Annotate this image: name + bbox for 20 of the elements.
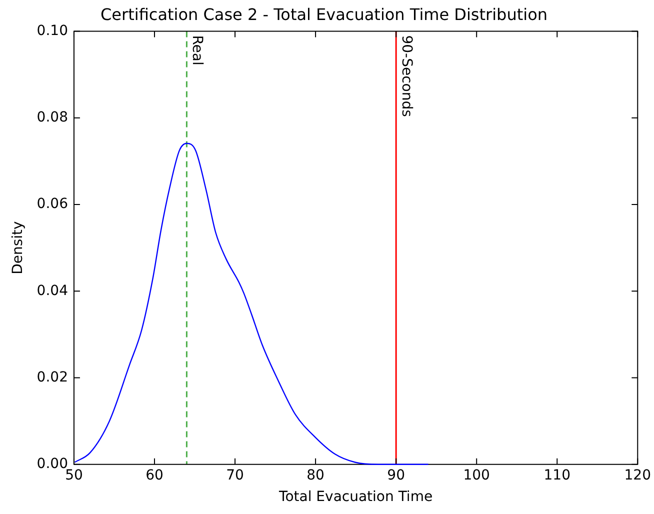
x-tick-label: 90 <box>387 467 405 484</box>
y-tick-label: 0.00 <box>36 456 68 472</box>
x-tick-label: 50 <box>65 467 83 484</box>
ref-line-label: Real <box>189 35 206 66</box>
y-tick-label: 0.10 <box>36 22 68 39</box>
chart-title: Certification Case 2 - Total Evacuation Time Distribution <box>100 4 548 24</box>
y-axis-title: Density <box>10 221 26 274</box>
y-tick-label: 0.02 <box>36 369 68 386</box>
y-tick-label: 0.04 <box>36 282 68 299</box>
y-tick-label: 0.08 <box>36 109 68 126</box>
y-tick-label: 0.06 <box>36 196 68 212</box>
x-tick-label: 110 <box>544 467 570 484</box>
x-tick-label: 120 <box>624 467 652 484</box>
line-series <box>74 142 429 465</box>
x-tick-label: 60 <box>146 467 164 484</box>
x-tick-label: 80 <box>306 467 324 484</box>
x-axis-title: Total Evacuation Time <box>278 489 433 506</box>
x-tick-label: 100 <box>463 467 490 484</box>
ref-line-label: 90-Seconds <box>398 35 414 117</box>
x-tick-label: 70 <box>226 467 244 484</box>
